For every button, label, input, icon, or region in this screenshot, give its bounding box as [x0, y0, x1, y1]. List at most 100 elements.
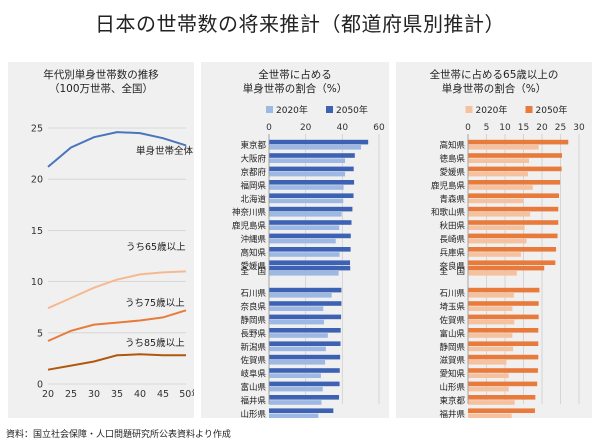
bar-2050 [468, 287, 540, 293]
category-label: 滋賀県 [439, 355, 465, 366]
bar-2020 [468, 373, 509, 378]
bar-2050 [468, 193, 560, 198]
category-label: 兵庫県 [439, 247, 465, 258]
category-label: 富山県 [240, 382, 266, 393]
category-label: 奈良県 [240, 302, 266, 313]
page-title: 日本の世帯数の将来推計（都道府県別推計） [95, 12, 505, 36]
bar-2050 [468, 395, 536, 400]
bar-2050 [269, 368, 340, 373]
category-label: 青森県 [439, 194, 465, 205]
x-tick-label: 0 [266, 123, 272, 133]
bar-2050 [269, 328, 341, 333]
category-label: 高知県 [439, 140, 465, 151]
category-label: 神奈川県 [232, 207, 267, 218]
x-tick-label: 35 [111, 389, 123, 400]
bar-2020 [269, 252, 340, 257]
bar-2050 [468, 301, 539, 306]
bar-2020 [468, 238, 527, 244]
bar-2050 [468, 166, 562, 172]
x-tick-label: 20 [300, 123, 312, 133]
category-label: 佐賀県 [240, 355, 266, 366]
bar-chart-single: 2020年 2050年 0 20 40 60 東京都大阪府京都府福岡県北海道神奈川県鹿児島県… [232, 104, 385, 418]
bar-2020 [269, 185, 344, 190]
bar-2020 [269, 212, 342, 217]
bar-2020 [269, 360, 326, 365]
legend-label: 2020年 [476, 104, 508, 116]
bar-chart-elderly-title-line2: 単身世帯の割合（%） [441, 83, 547, 95]
bar-chart-elderly: 2020年 2050年 0 5 10 15 20 25 30 高知県徳島県愛媛県鹿児島県青森県和歌… [431, 104, 585, 418]
y-tick-label: 20 [31, 175, 43, 186]
bar-2050 [468, 153, 562, 158]
series-line-1 [47, 270, 187, 310]
category-label: 沖縄県 [240, 234, 266, 245]
category-label: 全 国 [240, 266, 266, 277]
bar-chart-elderly-panel: 全世帯に占める65歳以上の 単身世帯の割合（%） 2020年 2050年 0 5 10 1… [396, 62, 592, 418]
bar-2020 [269, 145, 362, 150]
bar-2020 [269, 225, 340, 230]
x-tick-label: 30 [88, 389, 100, 400]
bar-2050 [269, 220, 352, 225]
y-tick-label: 15 [31, 226, 43, 237]
category-label: 静岡県 [240, 315, 266, 326]
bar-2050 [468, 233, 558, 239]
bar-2050 [468, 265, 545, 271]
y-tick-label: 0 [37, 380, 43, 391]
x-tick-label: 0 [465, 123, 471, 133]
bar-2020 [468, 198, 524, 204]
bar-2020 [468, 171, 528, 177]
bar-2050 [269, 354, 341, 360]
legend-swatch-2050 [525, 106, 533, 113]
bar-2020 [269, 238, 336, 244]
category-label: 山形県 [439, 382, 465, 393]
bar-2020 [468, 413, 512, 418]
bar-2020 [269, 319, 324, 325]
bar-chart-elderly-title: 全世帯に占める65歳以上の 単身世帯の割合（%） [396, 68, 592, 96]
category-label: 全 国 [439, 266, 465, 277]
category-label: 東京都 [439, 395, 465, 406]
y-tick-label: 10 [31, 277, 43, 288]
category-label: 鹿児島県 [431, 180, 466, 191]
category-label: 埼玉県 [439, 302, 465, 313]
x-tick-label: 25 [65, 389, 77, 400]
category-label: 鹿児島県 [232, 221, 267, 232]
category-label: 福岡県 [240, 180, 266, 191]
bar-2050 [269, 341, 341, 346]
bar-2020 [269, 158, 346, 163]
legend-label: 2020年 [276, 104, 308, 116]
category-label: 山形県 [240, 409, 266, 418]
bar-2050 [468, 260, 556, 265]
x-tick-label: 40 [337, 123, 349, 133]
category-label: 愛媛県 [240, 261, 266, 272]
category-label: 福井県 [439, 409, 465, 418]
bar-2050 [269, 180, 355, 185]
line-chart-title-line1: 年代別単身世帯数の推移 [43, 69, 159, 81]
category-label: 石川県 [439, 289, 465, 299]
bar-2020 [468, 400, 515, 405]
line-chart-panel: 年代別単身世帯数の推移 （100万世帯、全国） 0 5 10 15 20 25 20 25 30… [8, 62, 194, 418]
series-line-2 [47, 309, 187, 342]
bar-chart-single-title-line1: 全世帯に占める [258, 69, 332, 81]
bar-2020 [269, 400, 322, 405]
x-tick-label: 20 [536, 123, 548, 133]
category-label: 徳島県 [439, 154, 465, 165]
category-label: 佐賀県 [439, 315, 465, 326]
bar-2020 [468, 252, 521, 257]
category-label: 福井県 [240, 395, 266, 406]
bar-2050 [468, 341, 539, 346]
series-label: うち85歳以上 [125, 337, 185, 349]
bar-2050 [269, 381, 340, 387]
bar-2020 [468, 212, 531, 217]
x-tick-label: 60 [373, 123, 385, 133]
bar-2050 [468, 381, 538, 387]
category-label: 岐阜県 [240, 369, 266, 380]
category-label: 愛知県 [439, 369, 465, 380]
bar-2020 [269, 293, 332, 298]
series-line-0 [47, 131, 187, 168]
bar-chart-single-panel: 全世帯に占める 単身世帯の割合（%） 2020年 2050年 0 20 40 60 東京都大… [201, 62, 389, 418]
bar-2020 [269, 373, 321, 378]
bar-2050 [269, 301, 342, 306]
bar-2050 [269, 247, 351, 252]
bar-2020 [468, 346, 514, 352]
line-chart-title: 年代別単身世帯数の推移 （100万世帯、全国） [8, 68, 194, 96]
bar-2050 [468, 354, 539, 360]
